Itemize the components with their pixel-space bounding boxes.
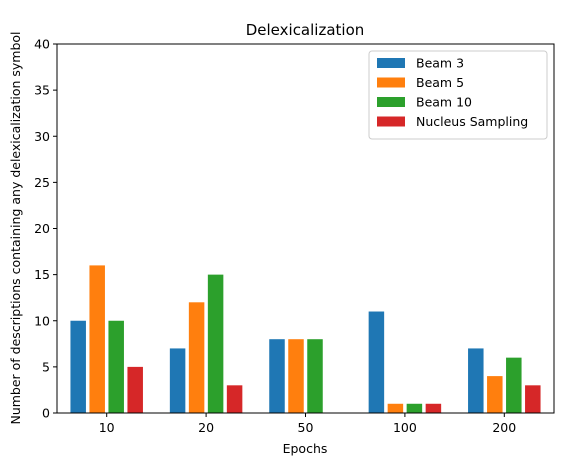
y-tick-label: 0: [42, 406, 50, 421]
y-tick-label: 15: [34, 267, 50, 282]
bar-beam-3-50: [269, 339, 285, 413]
x-tick-label: 10: [99, 420, 115, 435]
legend-swatch-beam-3: [377, 58, 405, 68]
y-tick-label: 10: [34, 313, 50, 328]
bar-beam-10-200: [506, 358, 522, 413]
y-axis-title: Number of descriptions containing any de…: [8, 31, 23, 424]
x-tick-label: 100: [393, 420, 417, 435]
legend-swatch-beam-5: [377, 78, 405, 88]
legend-label-beam-3: Beam 3: [416, 56, 464, 71]
bar-nucleus-sampling-200: [525, 385, 541, 413]
bar-beam-3-100: [369, 312, 385, 413]
bar-beam-5-20: [189, 302, 205, 413]
bar-nucleus-sampling-10: [127, 367, 143, 413]
x-tick-label: 20: [198, 420, 214, 435]
chart-title: Delexicalization: [246, 21, 365, 39]
bars-layer: [70, 265, 540, 413]
bar-beam-3-20: [170, 348, 186, 413]
bar-beam-10-100: [407, 404, 423, 413]
x-axis-title: Epochs: [283, 441, 328, 456]
y-tick-label: 35: [34, 83, 50, 98]
bar-beam-10-20: [208, 275, 224, 413]
y-tick-label: 40: [34, 37, 50, 52]
legend-label-nucleus-sampling: Nucleus Sampling: [416, 114, 528, 129]
legend-swatch-nucleus-sampling: [377, 117, 405, 127]
bar-beam-10-50: [307, 339, 323, 413]
bar-beam-5-10: [89, 265, 105, 413]
bar-beam-10-10: [108, 321, 124, 413]
bar-nucleus-sampling-20: [227, 385, 243, 413]
legend: Beam 3 Beam 5 Beam 10 Nucleus Sampling: [369, 51, 547, 139]
bar-beam-3-10: [70, 321, 86, 413]
bar-beam-5-50: [288, 339, 304, 413]
bar-beam-5-200: [487, 376, 503, 413]
bar-beam-5-100: [388, 404, 404, 413]
x-tick-label: 50: [298, 420, 314, 435]
legend-label-beam-5: Beam 5: [416, 75, 464, 90]
y-tick-label: 25: [34, 175, 50, 190]
legend-label-beam-10: Beam 10: [416, 95, 472, 110]
legend-swatch-beam-10: [377, 97, 405, 107]
bar-beam-3-200: [468, 348, 484, 413]
y-tick-label: 5: [42, 359, 50, 374]
x-tick-label: 200: [492, 420, 516, 435]
bar-nucleus-sampling-100: [426, 404, 442, 413]
y-tick-label: 30: [34, 129, 50, 144]
y-tick-label: 20: [34, 221, 50, 236]
